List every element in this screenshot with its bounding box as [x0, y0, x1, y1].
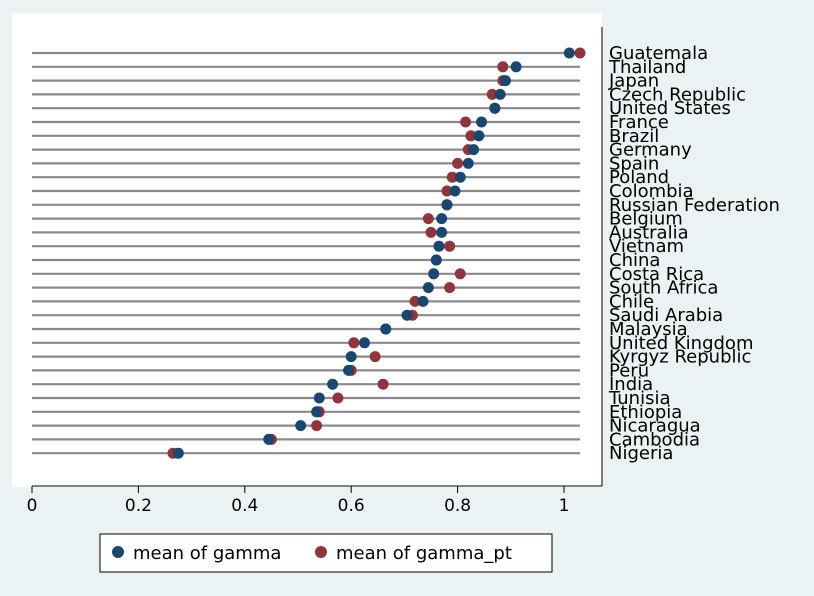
category-label: India [609, 374, 653, 395]
point-gamma [499, 75, 511, 87]
category-label: Spain [609, 153, 659, 174]
point-gamma [563, 47, 575, 59]
point-gamma [494, 88, 506, 100]
category-label: Czech Republic [609, 84, 746, 105]
category-label: Nigeria [609, 443, 673, 464]
point-gamma-pt [441, 185, 453, 197]
point-gamma [433, 240, 445, 252]
point-gamma-pt [497, 61, 509, 73]
point-gamma-pt [348, 337, 360, 349]
category-label: Costa Rica [609, 264, 704, 285]
category-label: Japan [608, 71, 659, 92]
point-gamma [436, 213, 448, 225]
category-label: United Kingdom [609, 333, 753, 354]
point-gamma [449, 185, 461, 197]
point-gamma-pt [446, 171, 458, 183]
point-gamma [476, 116, 488, 128]
point-gamma [401, 309, 413, 321]
point-gamma-pt [444, 282, 456, 294]
category-label: Cambodia [609, 429, 700, 450]
point-gamma [428, 268, 440, 280]
category-label: South Africa [609, 278, 718, 299]
category-label: Russian Federation [609, 195, 780, 216]
point-gamma-pt [377, 378, 389, 390]
point-gamma [327, 378, 339, 390]
legend-marker-gamma-pt [315, 546, 327, 558]
point-gamma-pt [332, 392, 344, 404]
point-gamma [295, 420, 307, 432]
category-label: Thailand [608, 57, 686, 78]
point-gamma [311, 406, 323, 418]
point-gamma-pt [574, 47, 586, 59]
category-label: Poland [609, 167, 669, 188]
category-label: China [609, 250, 660, 271]
point-gamma [359, 337, 370, 349]
x-tick-label: 0.6 [338, 496, 365, 516]
x-tick-label: 1 [559, 496, 570, 516]
point-gamma-pt [444, 240, 456, 252]
point-gamma [430, 254, 442, 266]
category-label: Ethiopia [609, 402, 682, 423]
point-gamma [473, 130, 485, 142]
legend: mean of gamma mean of gamma_pt [99, 533, 553, 573]
category-label: Germany [609, 140, 692, 161]
point-gamma-pt [409, 295, 421, 307]
category-label: Malaysia [609, 319, 688, 340]
point-gamma [422, 282, 434, 294]
point-gamma [417, 295, 429, 307]
category-label: Tunisia [608, 388, 671, 409]
category-label: Saudi Arabia [609, 305, 723, 326]
point-gamma [462, 157, 474, 169]
point-gamma-pt [454, 268, 466, 280]
category-label: United States [609, 98, 731, 119]
point-gamma [489, 102, 501, 114]
category-label: Peru [609, 360, 649, 381]
legend-marker-gamma [112, 546, 124, 558]
point-gamma [263, 433, 275, 445]
legend-label-gamma-pt: mean of gamma_pt [336, 543, 512, 564]
x-tick-label: 0 [27, 496, 38, 516]
point-gamma-pt [460, 116, 472, 128]
point-gamma [172, 447, 184, 459]
category-label: Vietnam [609, 236, 684, 257]
category-label: Colombia [609, 181, 694, 202]
x-tick-label: 0.2 [125, 496, 152, 516]
data-points [167, 47, 586, 459]
category-label: France [609, 112, 669, 133]
point-gamma [343, 364, 355, 376]
point-gamma [345, 351, 357, 363]
category-label: Kyrgyz Republic [609, 347, 751, 368]
point-gamma-pt [425, 226, 437, 238]
point-gamma [380, 323, 392, 335]
point-gamma [468, 144, 480, 156]
x-tick-label: 0.4 [231, 496, 258, 516]
point-gamma [313, 392, 325, 404]
point-gamma-pt [369, 351, 381, 363]
category-label: Chile [609, 291, 654, 312]
category-label: Guatemala [609, 43, 708, 64]
x-tick-label: 0.8 [444, 496, 471, 516]
point-gamma-pt [486, 88, 498, 100]
category-label: Australia [609, 222, 689, 243]
point-gamma-pt [311, 420, 323, 432]
category-label: Brazil [609, 126, 659, 147]
x-axis-ticks: 0 0.2 0.4 0.6 0.8 1 [27, 486, 570, 516]
plot-area [12, 13, 602, 487]
point-gamma-pt [452, 157, 464, 169]
point-gamma [454, 171, 466, 183]
point-gamma [436, 226, 448, 238]
legend-label-gamma: mean of gamma [133, 543, 281, 564]
point-gamma [510, 61, 522, 73]
point-gamma-pt [422, 213, 434, 225]
point-gamma [441, 199, 453, 211]
category-label: Belgium [609, 209, 683, 230]
category-label: Nicaragua [609, 416, 701, 437]
point-gamma-pt [465, 130, 477, 142]
